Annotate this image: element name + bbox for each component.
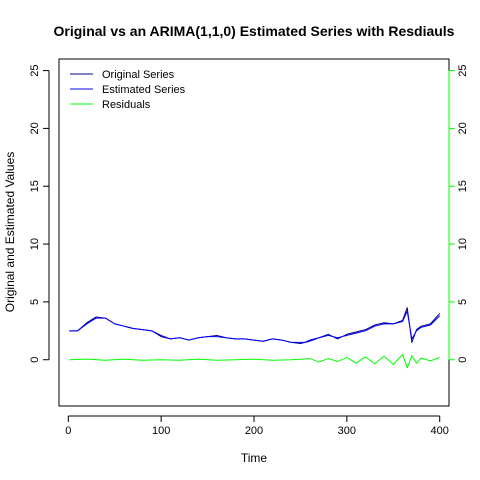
legend-label: Original Series [102,69,175,81]
y-left-tick-label: 5 [29,299,41,305]
x-axis-label: Time [241,451,268,465]
y-left-tick-label: 20 [29,122,41,134]
y-right-tick-label: 5 [457,299,469,305]
y-left-tick-label: 25 [29,64,41,76]
y-right-tick-label: 25 [457,64,469,76]
legend: Original Series Estimated Series Residuals [70,69,186,111]
y-right-tick-label: 10 [457,238,469,250]
x-tick-label: 200 [245,425,263,437]
chart-title: Original vs an ARIMA(1,1,0) Estimated Se… [54,23,455,39]
y-left-tick-label: 10 [29,238,41,250]
series-line-residuals [69,354,440,369]
y-left-tick-label: 15 [29,180,41,192]
y-axis-label: Original and Estimated Values [3,152,17,313]
x-tick-label: 100 [152,425,170,437]
y-right-tick-label: 0 [457,357,469,363]
legend-item: Estimated Series [70,84,186,96]
legend-item: Residuals [70,99,151,111]
x-axis: 0 100 200 300 400 [65,415,449,437]
y-axis-left: 0 5 10 15 20 25 [29,64,50,363]
y-right-tick-label: 15 [457,180,469,192]
x-tick-label: 0 [65,425,71,437]
x-tick-label: 400 [431,425,449,437]
x-tick-label: 300 [338,425,356,437]
legend-item: Original Series [70,69,175,81]
legend-label: Residuals [102,99,151,111]
y-right-tick-label: 20 [457,122,469,134]
y-left-tick-label: 0 [29,357,41,363]
series-layer [69,307,441,369]
series-line-estimated-series [69,310,441,343]
y-axis-right: 0 5 10 15 20 25 [448,64,469,363]
legend-label: Estimated Series [102,84,186,96]
